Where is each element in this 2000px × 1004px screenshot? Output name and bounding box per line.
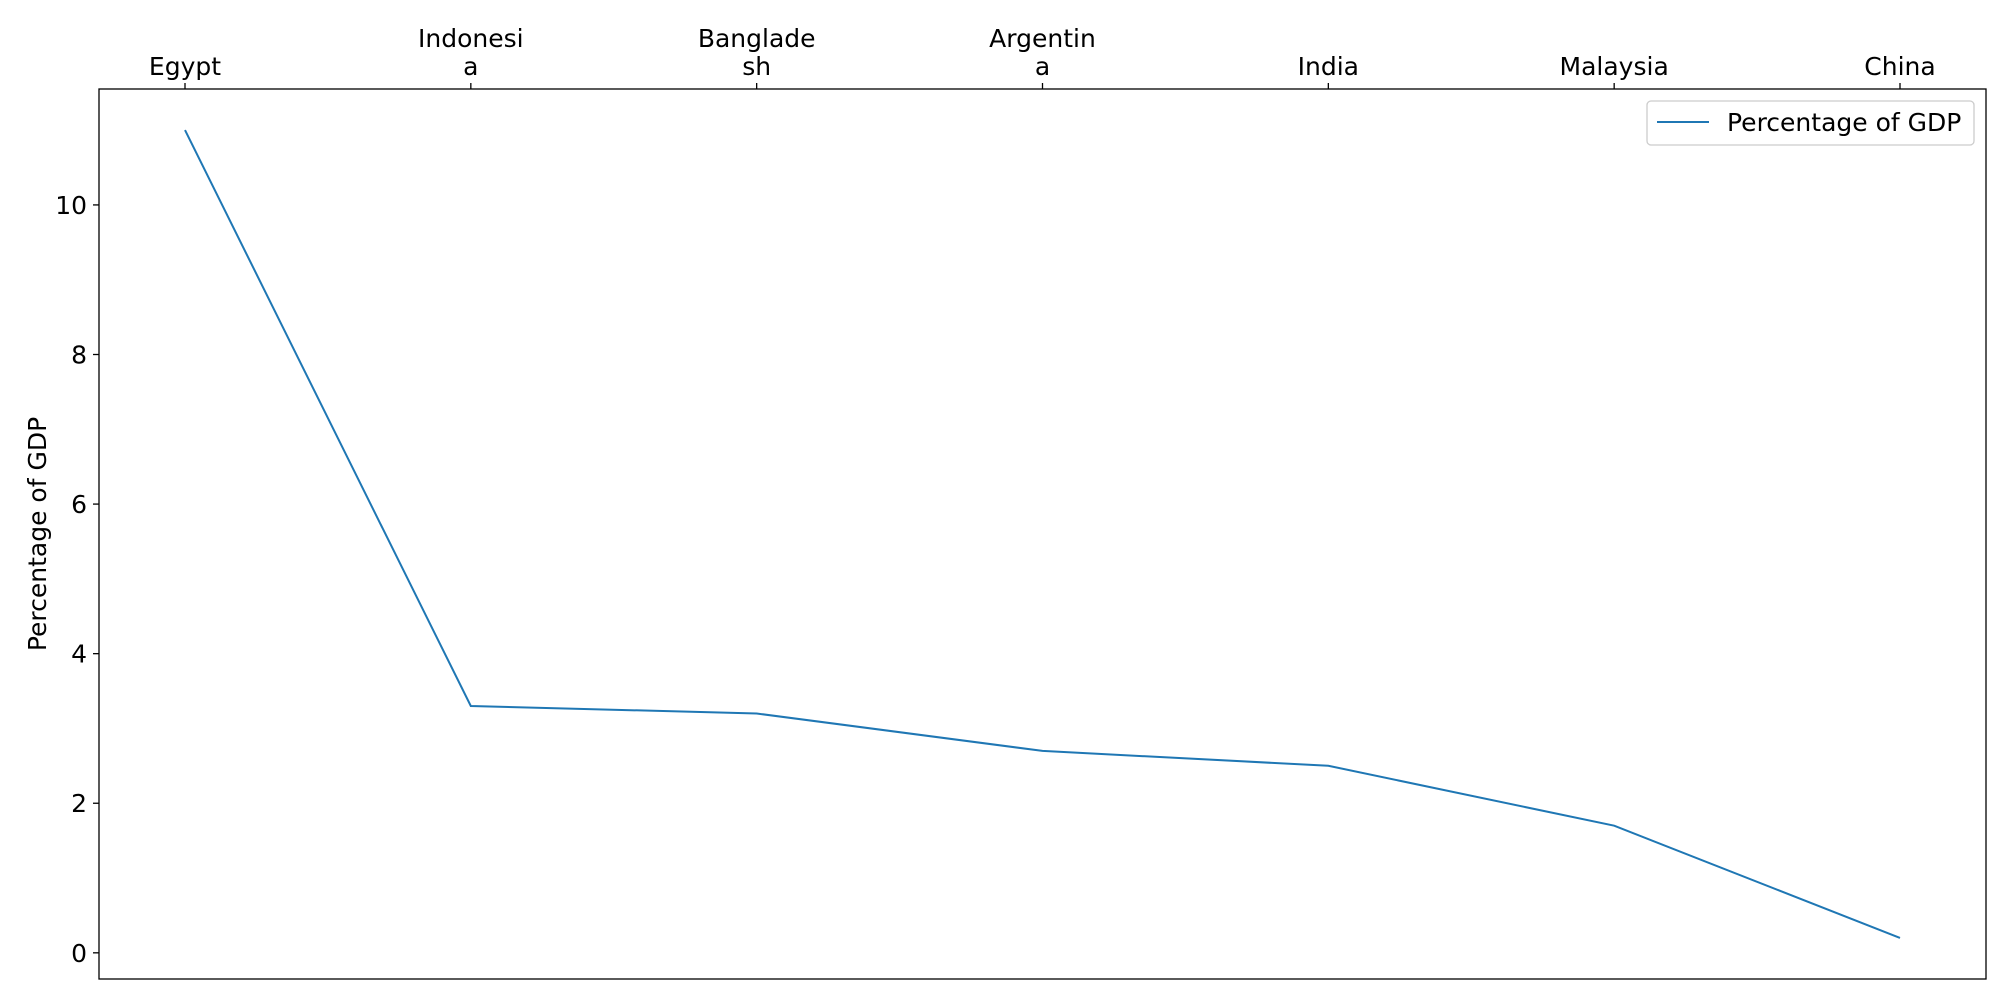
x-tick-label: Banglade (698, 24, 816, 53)
y-axis-ticks: 0 2 4 6 8 10 (55, 191, 99, 968)
data-point (1326, 764, 1330, 768)
data-point (469, 704, 473, 708)
data-point (1041, 749, 1045, 753)
x-tick-label: a (463, 52, 478, 81)
data-point (1612, 824, 1616, 828)
x-tick-label: Indonesi (418, 24, 524, 53)
plot-frame (98, 88, 1987, 980)
data-point (1898, 936, 1902, 940)
data-point (755, 711, 759, 715)
legend-box (1646, 100, 1975, 146)
y-tick-label: 2 (71, 789, 87, 818)
legend-label: Percentage of GDP (1727, 108, 1961, 137)
x-tick-label: China (1864, 52, 1935, 81)
y-tick-label: 10 (55, 191, 87, 220)
plot-background (99, 89, 1986, 979)
y-tick-label: 6 (71, 490, 87, 519)
y-tick-label: 0 (71, 939, 87, 968)
x-tick-label: Malaysia (1560, 52, 1669, 81)
series-line-percentage-of-gdp (184, 129, 1901, 939)
x-tick-label: Egypt (149, 52, 221, 81)
data-point (183, 128, 187, 132)
x-tick-label: a (1035, 52, 1050, 81)
y-tick-label: 4 (71, 640, 87, 669)
y-tick-label: 8 (71, 341, 87, 370)
x-tick-label: sh (742, 52, 771, 81)
y-axis-label: Percentage of GDP (23, 417, 52, 651)
x-tick-label: India (1298, 52, 1359, 81)
x-tick-label: Argentin (989, 24, 1096, 53)
legend: Percentage of GDP (1646, 100, 1975, 146)
